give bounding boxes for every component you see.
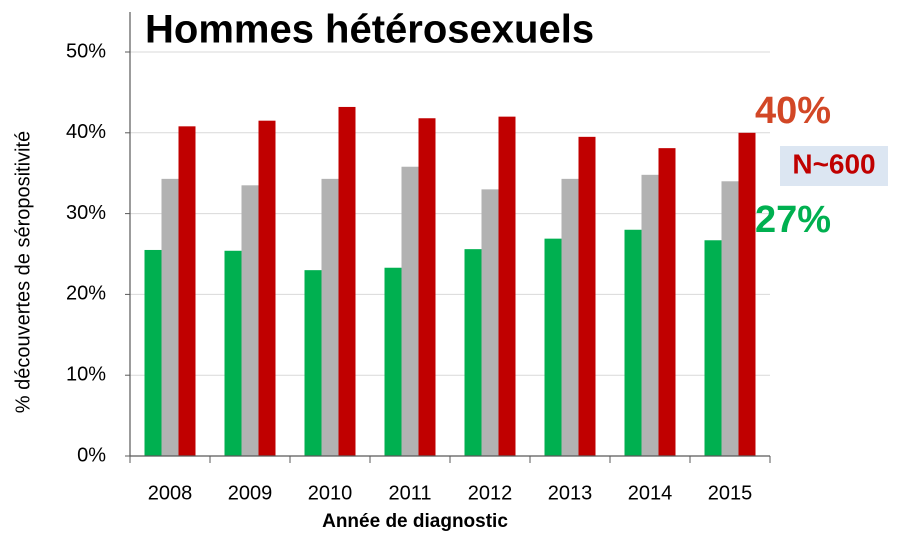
bar [384,267,402,456]
bar [578,136,596,456]
annotation: 40% [755,90,831,132]
x-tick-label: 2009 [228,482,273,504]
annotation-box [780,146,888,186]
annotation: 27% [755,199,831,241]
bar [258,120,276,457]
x-tick-label: 2015 [708,482,753,504]
annotation: N~600 [792,148,875,179]
bar [738,132,756,457]
y-tick-label: 10% [66,363,106,385]
bar [658,148,676,457]
bar [321,178,339,456]
bar [498,116,516,456]
bar [161,178,179,456]
x-tick-label: 2010 [308,482,353,504]
y-tick-label: 50% [66,40,106,62]
bar [704,240,722,456]
y-tick-label: 20% [66,283,106,305]
y-tick-label: 40% [66,121,106,143]
x-tick-label: 2012 [468,482,513,504]
bar [561,178,579,456]
bar [624,229,642,456]
bar [338,106,356,456]
x-tick-label: 2008 [148,482,193,504]
x-axis-title: Année de diagnostic [322,511,508,532]
bar [304,270,322,456]
x-tick-label: 2014 [628,482,673,504]
y-tick-label: 30% [66,202,106,224]
bar [481,189,499,457]
bar [721,181,739,456]
bar [144,249,162,456]
y-tick-label: 0% [77,444,106,466]
x-tick-label: 2011 [388,482,431,504]
y-axis-title: % découvertes de séropositivité [12,131,34,413]
bar [464,249,482,456]
bar [418,118,436,457]
bar [641,174,659,457]
bar [401,166,419,456]
bar [241,185,259,456]
x-tick-label: 2013 [548,482,593,504]
bar [544,238,562,456]
bar [178,126,196,456]
bar [224,250,242,456]
chart-title: Hommes hétérosexuels [145,8,594,52]
